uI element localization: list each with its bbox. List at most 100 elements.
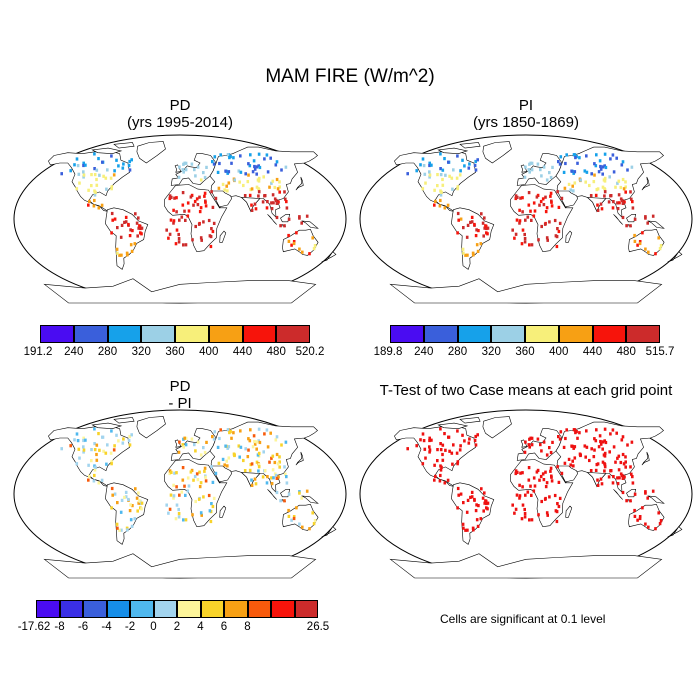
- grid-cell-dot: [290, 518, 293, 522]
- grid-cell-dot: [467, 441, 471, 445]
- grid-cell-dot: [486, 501, 490, 505]
- grid-cell-dot: [90, 184, 93, 188]
- land-arctic1: [437, 422, 469, 430]
- grid-cell-dot: [518, 208, 521, 212]
- grid-cell-dot: [659, 519, 663, 523]
- grid-cell-dot: [128, 168, 132, 172]
- grid-cell-dot: [218, 161, 221, 166]
- grid-cell-dot: [603, 451, 607, 455]
- grid-cell-dot: [644, 216, 647, 220]
- grid-cell-dot: [619, 185, 623, 190]
- grid-cell-dot: [116, 226, 119, 230]
- grid-cell-dot: [476, 158, 479, 162]
- grid-cell-dot: [203, 194, 206, 198]
- grid-cell-dot: [604, 165, 608, 170]
- grid-cell-dot: [588, 183, 591, 188]
- grid-cell-dot: [564, 436, 567, 441]
- grid-cell-dot: [230, 436, 233, 440]
- grid-cell-dot: [524, 493, 527, 497]
- grid-cell-dot: [452, 443, 455, 447]
- grid-cell-dot: [275, 198, 278, 203]
- grid-cell-dot: [82, 445, 85, 449]
- grid-cell-dot: [428, 173, 432, 177]
- grid-cell-dot: [599, 164, 602, 169]
- grid-cell-dot: [603, 469, 606, 473]
- grid-cell-dot: [483, 501, 486, 505]
- grid-cell-dot: [433, 478, 436, 482]
- grid-cell-dot: [530, 168, 534, 172]
- grid-cell-dot: [523, 507, 526, 512]
- grid-cell-dot: [285, 481, 289, 485]
- grid-cell-dot: [578, 156, 581, 160]
- grid-cell-dot: [621, 177, 625, 182]
- grid-cell-dot: [433, 463, 436, 467]
- grid-cell-dot: [278, 465, 281, 469]
- grid-cell-dot: [456, 429, 459, 433]
- colorbar-swatch: [40, 325, 74, 343]
- grid-cell-dot: [124, 495, 128, 499]
- grid-cell-dot: [275, 160, 279, 164]
- grid-cell-dot: [120, 223, 124, 227]
- grid-cell-dot: [292, 240, 296, 244]
- colorbar-swatch: [390, 325, 424, 343]
- grid-cell-dot: [226, 446, 229, 450]
- grid-cell-dot: [593, 437, 596, 441]
- grid-cell-dot: [190, 193, 194, 197]
- grid-cell-dot: [184, 436, 188, 440]
- grid-cell-dot: [193, 474, 197, 479]
- grid-cell-dot: [93, 427, 96, 431]
- grid-cell-dot: [248, 164, 252, 168]
- grid-cell-dot: [633, 508, 636, 513]
- grid-cell-dot: [84, 438, 87, 442]
- grid-cell-dot: [617, 468, 621, 472]
- grid-cell-dot: [595, 428, 598, 432]
- grid-cell-dot: [595, 188, 599, 192]
- grid-cell-dot: [574, 156, 577, 160]
- land-asia: [555, 146, 664, 218]
- grid-cell-dot: [104, 176, 108, 180]
- grid-cell-dot: [585, 170, 589, 174]
- grid-cell-dot: [133, 242, 137, 246]
- grid-cell-dot: [199, 236, 203, 240]
- grid-cell-dot: [557, 435, 560, 439]
- grid-cell-dot: [116, 251, 119, 255]
- grid-cell-dot: [439, 473, 442, 478]
- grid-cell-dot: [190, 162, 194, 166]
- grid-cell-dot: [621, 476, 625, 480]
- grid-cell-dot: [134, 487, 137, 491]
- grid-cell-dot: [484, 224, 487, 228]
- grid-cell-dot: [129, 518, 133, 522]
- map-pd: [13, 134, 347, 304]
- grid-cell-dot: [198, 485, 202, 489]
- grid-cell-dot: [458, 173, 462, 177]
- grid-cell-dot: [178, 493, 181, 497]
- grid-cell-dot: [97, 157, 100, 161]
- grid-cell-dot: [118, 528, 121, 532]
- grid-cell-dot: [199, 206, 203, 210]
- grid-cell-dot: [474, 509, 478, 513]
- grid-cell-dot: [612, 445, 616, 449]
- grid-cell-dot: [545, 236, 549, 240]
- land-namerica: [394, 425, 476, 487]
- grid-cell-dot: [287, 217, 291, 221]
- grid-cell-dot: [556, 502, 559, 506]
- grid-cell-dot: [111, 218, 114, 222]
- grid-cell-dot: [101, 435, 104, 439]
- grid-cell-dot: [603, 194, 606, 198]
- grid-cell-dot: [629, 499, 632, 503]
- grid-cell-dot: [253, 164, 256, 169]
- grid-cell-dot: [168, 507, 172, 511]
- grid-cell-dot: [624, 455, 627, 459]
- grid-cell-dot: [115, 247, 119, 251]
- grid-cell-dot: [658, 522, 662, 526]
- grid-cell-dot: [473, 497, 476, 502]
- grid-cell-dot: [542, 478, 546, 482]
- grid-cell-dot: [514, 471, 518, 476]
- land-indonesia1: [613, 489, 623, 500]
- grid-cell-dot: [621, 435, 625, 439]
- grid-cell-dot: [439, 198, 442, 203]
- grid-cell-dot: [456, 506, 459, 510]
- grid-cell-dot: [90, 459, 93, 463]
- grid-cell-dot: [439, 442, 442, 446]
- grid-cell-dot: [257, 463, 261, 467]
